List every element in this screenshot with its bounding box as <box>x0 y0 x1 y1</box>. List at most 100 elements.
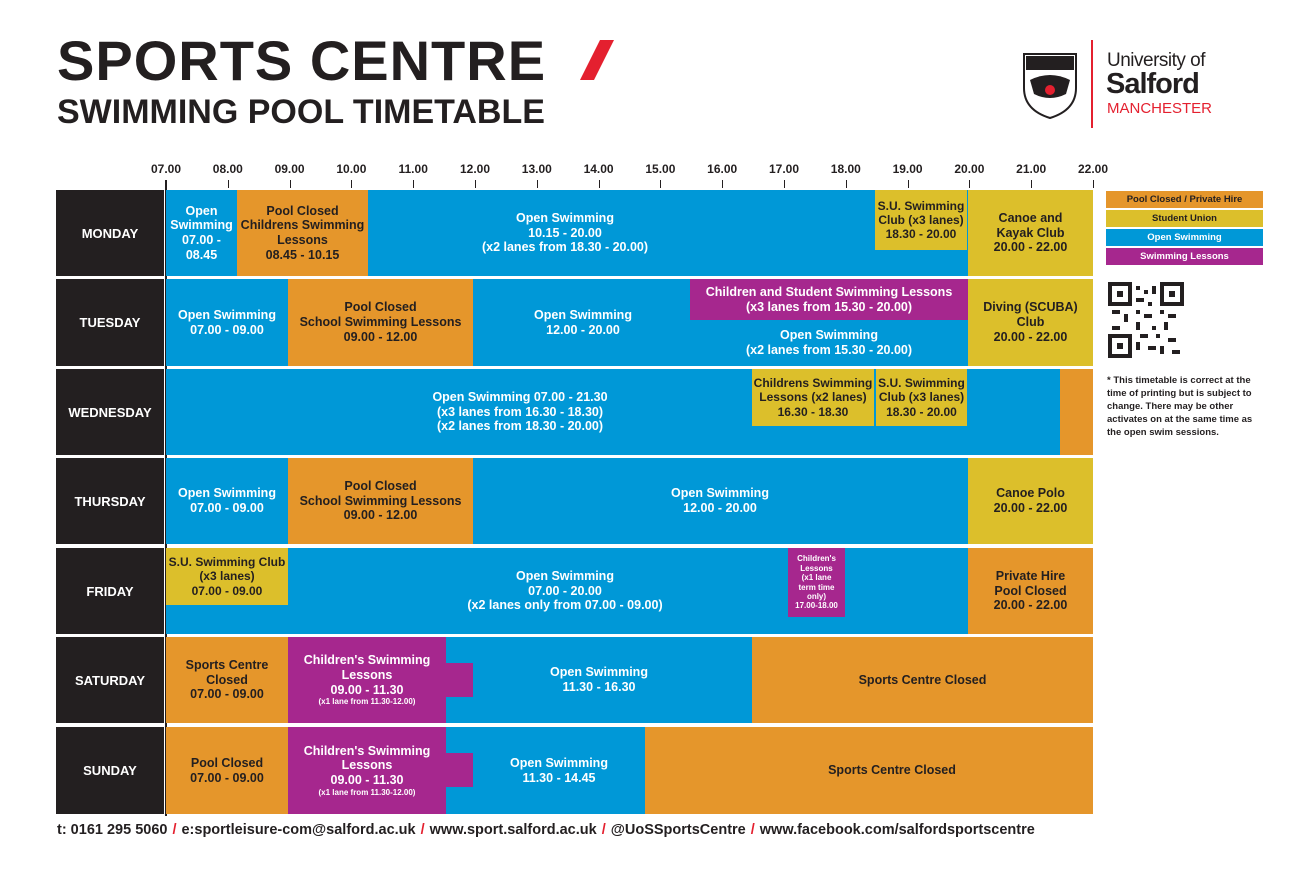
block-line: Club (x3 lanes) <box>878 212 964 227</box>
note: * This timetable is correct at the time … <box>1107 375 1253 438</box>
timetable-block <box>446 753 473 787</box>
legend-item: Open Swimming <box>1106 229 1263 246</box>
block-line: Private Hire <box>995 568 1066 583</box>
block-line: 20.00 - 22.00 <box>993 501 1068 515</box>
block-line: Club <box>1016 315 1045 330</box>
timetable-block <box>690 279 968 320</box>
block-text: Open Swimming 12.00 - 20.00 <box>520 458 920 544</box>
block-line: Club (x3 lanes) <box>878 390 965 405</box>
footer-item: @UoSSportsCentre <box>610 822 746 838</box>
block-line: 09.00 - 12.00 <box>343 329 418 344</box>
block-line: Children's Swimming <box>303 653 431 668</box>
block-text: Children's Swimming Lessons 09.00 - 11.30(… <box>167 727 567 814</box>
block-line: (x1 lane <box>801 573 832 583</box>
time-label: 18.00 <box>830 162 861 176</box>
time-tick <box>351 180 353 188</box>
time-label: 08.00 <box>212 162 243 176</box>
block-text: Open Swimming 10.15 - 20.00 (x2 lanes from… <box>365 190 765 276</box>
block-line: Swimming <box>170 218 233 233</box>
block-text: S.U. Swimming Club (x3 lanes) 18.30 - 20.0… <box>876 369 967 426</box>
logo-text: University of <box>1107 50 1206 71</box>
block-text: Pool Closed School Swimming Lessons 09.00 … <box>288 279 473 366</box>
block-line: Canoe Polo <box>996 486 1065 501</box>
time-tick <box>722 180 724 188</box>
block-line: School Swimming Lessons <box>299 493 462 508</box>
time-label: 13.00 <box>521 162 552 176</box>
block-line: 20.00 - 22.00 <box>993 240 1068 255</box>
timetable-block <box>288 458 473 544</box>
time-tick <box>1093 180 1094 188</box>
block-line: 08.45 - 10.15 <box>265 247 340 262</box>
block-line: 07.00 - 09.00 <box>190 501 264 515</box>
block-text: Sports Centre Closed <box>752 637 1093 723</box>
timetable-block <box>968 548 1093 634</box>
block-line: 20.00 - 22.00 <box>993 329 1068 344</box>
time-tick <box>536 180 538 188</box>
block-line: Children's Swimming <box>303 743 431 758</box>
time-label: 15.00 <box>645 162 676 176</box>
time-tick <box>289 180 291 188</box>
time-tick <box>907 180 909 188</box>
day-label: SATURDAY <box>56 637 164 723</box>
legend-item: Student Union <box>1106 210 1263 227</box>
block-text: S.U. Swimming Club (x3 lanes) 07.00 - 09.0… <box>166 548 288 605</box>
timetable-block <box>645 727 1093 814</box>
block-text: Canoe Polo 20.00 - 22.00 <box>968 458 1093 544</box>
block-line: Closed <box>206 672 248 687</box>
time-tick <box>475 180 476 188</box>
block-line: S.U. Swimming <box>877 198 965 213</box>
block-text: Children and Student Swimming Lessons (x3… <box>690 279 968 320</box>
day-label: TUESDAY <box>56 279 164 366</box>
timetable-block <box>968 190 1093 276</box>
block-line: Childrens Swimming <box>753 376 873 391</box>
timetable-block <box>166 458 288 544</box>
logo-divider <box>1091 40 1093 128</box>
block-line: 09.00 - 12.00 <box>343 508 418 523</box>
timetable-block <box>1060 369 1093 455</box>
footer-separator: / <box>750 822 755 838</box>
block-line: Childrens Swimming <box>240 218 365 233</box>
block-line: only) <box>806 591 827 601</box>
block-line: S.U. Swimming <box>878 376 965 391</box>
block-line: 11.30 - 14.45 <box>522 770 596 785</box>
block-text: Diving (SCUBA) Club 20.00 - 22.00 <box>968 279 1093 366</box>
block-line: 07.00 - 09.00 <box>190 770 264 785</box>
block-line: Open Swimming <box>510 755 608 770</box>
block-line: 18.30 - 20.00 <box>885 227 957 242</box>
block-text: Open Swimming 07.00 - 09.00 <box>166 458 288 544</box>
block-text: Open Swimming 07.00 - 20.00 (x2 lanes only… <box>365 548 765 634</box>
time-tick <box>598 180 600 188</box>
block-line: Open Swimming <box>516 210 614 225</box>
block-line: Sports Centre <box>185 657 269 672</box>
time-label: 17.00 <box>768 162 800 176</box>
block-line: 10.15 - 20.00 <box>528 225 602 240</box>
block-line: Lessons <box>800 563 833 573</box>
time-label: 10.00 <box>336 162 367 176</box>
timetable-block <box>968 458 1093 544</box>
block-text: S.U. Swimming Club (x3 lanes) 18.30 - 20.0… <box>875 190 967 250</box>
block-line: Open Swimming <box>550 665 648 680</box>
block-line: 09.00 - 11.30 <box>330 682 404 697</box>
block-line: (x2 lanes from 15.30 - 20.00) <box>745 343 913 357</box>
timetable-block <box>446 727 645 814</box>
block-line: 11.30 - 16.30 <box>562 680 636 694</box>
title: SPORTS CENTRE <box>57 29 547 92</box>
block-line: Diving (SCUBA) <box>983 300 1078 315</box>
block-line: Pool Closed <box>344 300 417 315</box>
block-line: Open Swimming <box>516 568 614 583</box>
block-text: Open Swimming 11.30 - 16.30 <box>399 637 799 723</box>
logo-text: MANCHESTER <box>1107 100 1213 117</box>
timetable-block <box>237 190 368 276</box>
footer-separator: / <box>601 822 606 838</box>
time-label: 21.00 <box>1016 162 1047 176</box>
block-line: 07.00 - <box>182 233 221 247</box>
block-text: Sports Centre Closed 07.00 - 09.00 <box>166 637 288 723</box>
block-line: 07.00 - 09.00 <box>190 687 264 702</box>
block-text: Open Swimming 11.30 - 14.45 <box>359 727 759 814</box>
block-line: Children's <box>797 554 836 564</box>
timetable-block <box>446 663 473 697</box>
timetable-block <box>368 190 968 276</box>
block-line: Pool Closed <box>994 583 1067 598</box>
timetable-block <box>166 637 288 723</box>
